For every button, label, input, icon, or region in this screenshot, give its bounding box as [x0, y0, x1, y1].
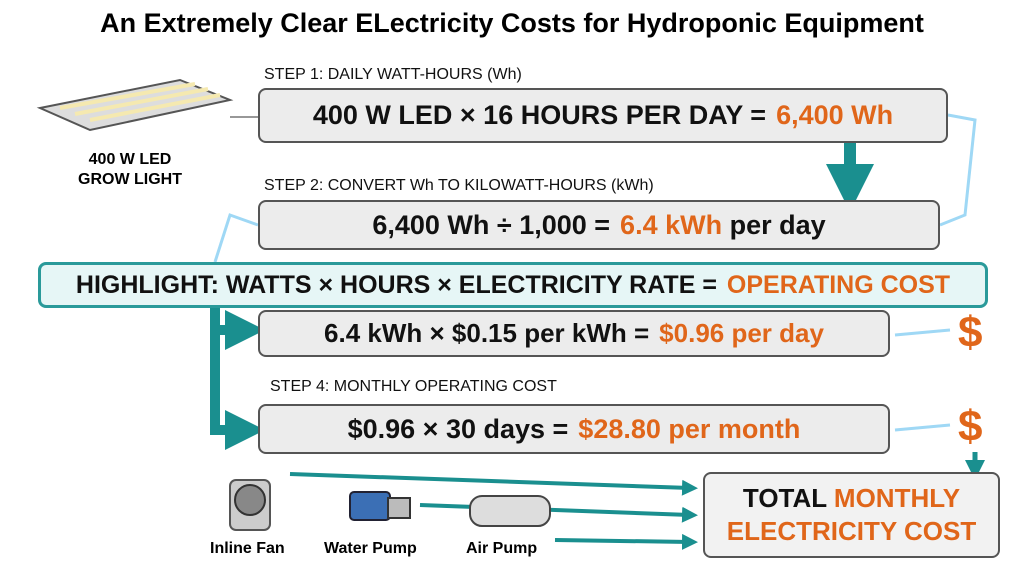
arrow — [289, 472, 698, 496]
total-box: TOTAL MONTHLY ELECTRICITY COST — [703, 472, 1000, 558]
step-label: STEP 1: DAILY WATT-HOURS (Wh) — [264, 66, 522, 83]
water-pump-icon — [349, 491, 411, 521]
light-label: 400 W LED GROW LIGHT — [55, 150, 205, 190]
step-box: 6,400 Wh ÷ 1,000 = 6.4 kWh per day — [258, 200, 940, 250]
result: 6.4 kWh — [620, 209, 723, 240]
result: 6,400 Wh — [776, 100, 894, 130]
formula: 400 W LED × 16 HOURS PER DAY = — [312, 100, 767, 130]
arrow — [554, 533, 698, 550]
step-label: STEP 2: CONVERT Wh TO KILOWATT-HOURS (kW… — [264, 177, 654, 194]
title: An Extremely Clear ELectricity Costs for… — [100, 8, 924, 38]
total-lead: TOTAL — [742, 483, 827, 513]
step-box: 400 W LED × 16 HOURS PER DAY = 6,400 Wh — [258, 88, 948, 143]
formula: 6,400 Wh ÷ 1,000 = — [372, 209, 611, 240]
arrow — [419, 503, 698, 523]
result: $0.96 per day — [659, 318, 824, 348]
fan-icon — [229, 479, 271, 531]
suffix: per day — [729, 209, 826, 240]
spark — [939, 113, 977, 227]
formula: 6.4 kWh × $0.15 per kWh = — [324, 318, 650, 348]
step-box: 6.4 kWh × $0.15 per kWh = $0.96 per day — [258, 310, 890, 357]
equipment-label: Inline Fan — [210, 540, 285, 557]
step-label: STEP 4: MONTHLY OPERATING COST — [270, 378, 557, 395]
spark — [894, 328, 951, 337]
result: OPERATING COST — [726, 270, 951, 299]
total-rest: MONTHLY — [833, 483, 961, 513]
formula: HIGHLIGHT: WATTS × HOURS × ELECTRICITY R… — [75, 270, 717, 299]
dollar-icon: $ — [958, 308, 983, 357]
arrow — [210, 307, 265, 450]
step-box: $0.96 × 30 days = $28.80 per month — [258, 404, 890, 454]
line: GROW LIGHT — [78, 171, 182, 188]
grow-light-icon — [36, 78, 258, 132]
spark — [894, 423, 951, 432]
total-line2: ELECTRICITY COST — [726, 516, 977, 546]
highlight-box: HIGHLIGHT: WATTS × HOURS × ELECTRICITY R… — [38, 262, 988, 308]
line: 400 W LED — [88, 151, 172, 168]
equipment-label: Water Pump — [324, 540, 417, 557]
dollar-icon: $ — [958, 402, 983, 451]
result: $28.80 per month — [578, 413, 801, 444]
equipment-label: Air Pump — [466, 540, 538, 557]
formula: $0.96 × 30 days = — [347, 413, 569, 444]
air-pump-icon — [469, 495, 551, 527]
spark — [213, 213, 259, 263]
